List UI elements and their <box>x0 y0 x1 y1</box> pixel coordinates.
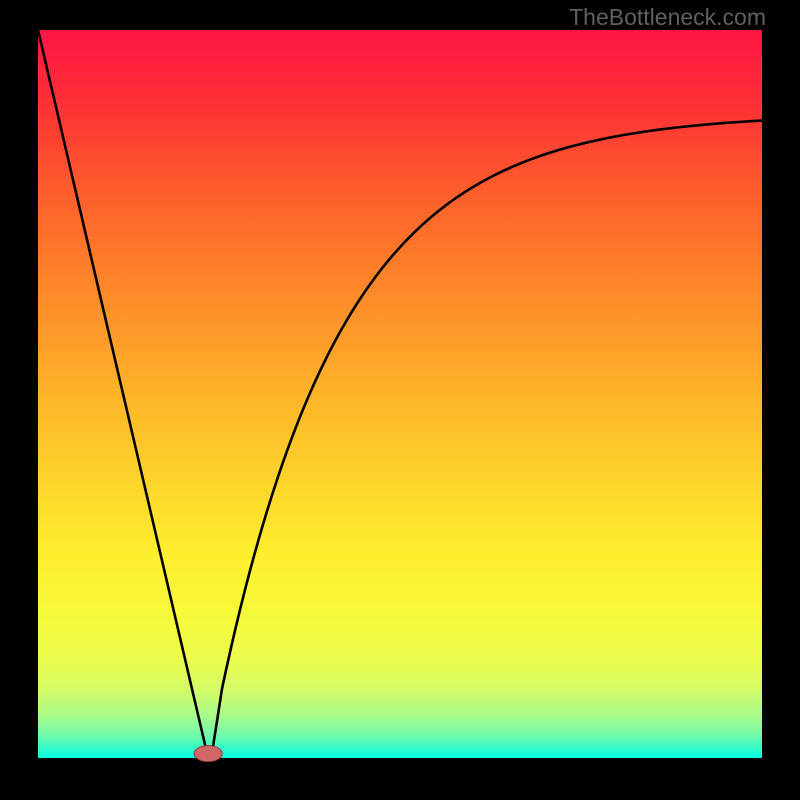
chart-root: TheBottleneck.com <box>0 0 800 800</box>
optimum-marker <box>194 746 222 762</box>
plot-area <box>38 30 762 758</box>
bottleneck-chart <box>0 0 800 800</box>
watermark-text: TheBottleneck.com <box>569 4 766 31</box>
